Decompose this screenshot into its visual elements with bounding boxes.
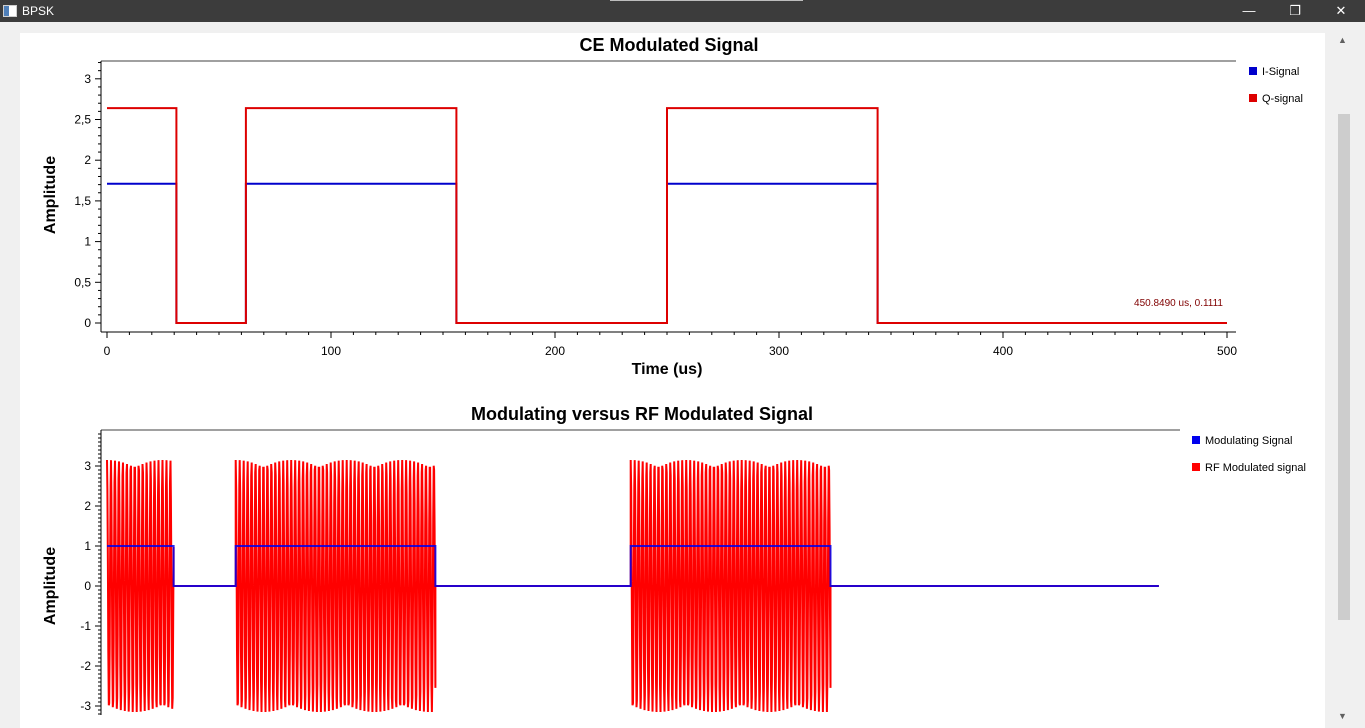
ce-y-tick-label: 0 [84,316,91,330]
ce-x-tick-label: 100 [321,344,341,358]
ce-chart[interactable]: CE Modulated Signal Time (us) Amplitude … [42,35,1303,378]
rf-chart[interactable]: Modulating versus RF Modulated Signal Am… [42,404,1306,715]
ce-y-tick-label: 0,5 [74,275,91,289]
legend-swatch-0 [1249,67,1257,75]
legend-swatch-0 [1192,436,1200,444]
ce-x-tick-label: 0 [104,344,111,358]
ce-x-tick-label: 400 [993,344,1013,358]
ce-x-tick-label: 500 [1217,344,1237,358]
window-titlebar[interactable]: BPSK — ❐ ✕ [0,0,1365,22]
rf-modulated-signal-line [106,459,1159,713]
rf-y-tick-label: -2 [80,659,91,673]
rf-y-tick-label: 1 [84,539,91,553]
rf-y-tick-label: -3 [80,699,91,713]
ce-x-tick-label: 300 [769,344,789,358]
ce-y-tick-label: 1,5 [74,194,91,208]
rf-y-tick-label: -1 [80,619,91,633]
scroll-up-arrow-icon[interactable]: ▲ [1338,35,1347,45]
titlebar-divider [610,0,803,1]
restore-button[interactable]: ❐ [1289,3,1301,18]
app-icon [3,5,17,17]
ce-x-tick-label: 200 [545,344,565,358]
minimize-button[interactable]: — [1242,3,1256,18]
ce-series-1-line [107,107,1227,324]
ce-y-tick-label: 1 [84,235,91,249]
ce-y-tick-label: 3 [84,72,91,86]
scroll-down-arrow-icon[interactable]: ▼ [1338,711,1347,721]
ce-chart-title: CE Modulated Signal [579,35,758,55]
legend-swatch-1 [1192,463,1200,471]
modulating-signal-line [107,545,1159,587]
legend-label-1: RF Modulated signal [1205,462,1306,474]
legend-label-0: Modulating Signal [1205,435,1292,447]
rf-y-tick-label: 0 [84,579,91,593]
ce-y-tick-label: 2 [84,153,91,167]
rf-y-tick-label: 2 [84,499,91,513]
vertical-scrollbar[interactable]: ▲ ▼ [1333,33,1352,728]
rf-y-tick-label: 3 [84,459,91,473]
legend-label-1: Q-signal [1262,93,1303,105]
ce-chart-ylabel: Amplitude [42,156,59,234]
legend-label-0: I-Signal [1262,66,1299,78]
app-icon-panel [4,6,9,16]
rf-chart-title: Modulating versus RF Modulated Signal [471,404,813,424]
close-button[interactable]: ✕ [1335,3,1347,18]
rf-chart-ylabel: Amplitude [42,547,59,625]
ce-y-tick-label: 2,5 [74,113,91,127]
scroll-thumb[interactable] [1338,114,1350,620]
ce-chart-xlabel: Time (us) [632,361,703,378]
legend-swatch-1 [1249,94,1257,102]
window-title: BPSK [22,4,55,18]
cursor-readout: 450.8490 us, 0.1111 [1134,298,1223,309]
